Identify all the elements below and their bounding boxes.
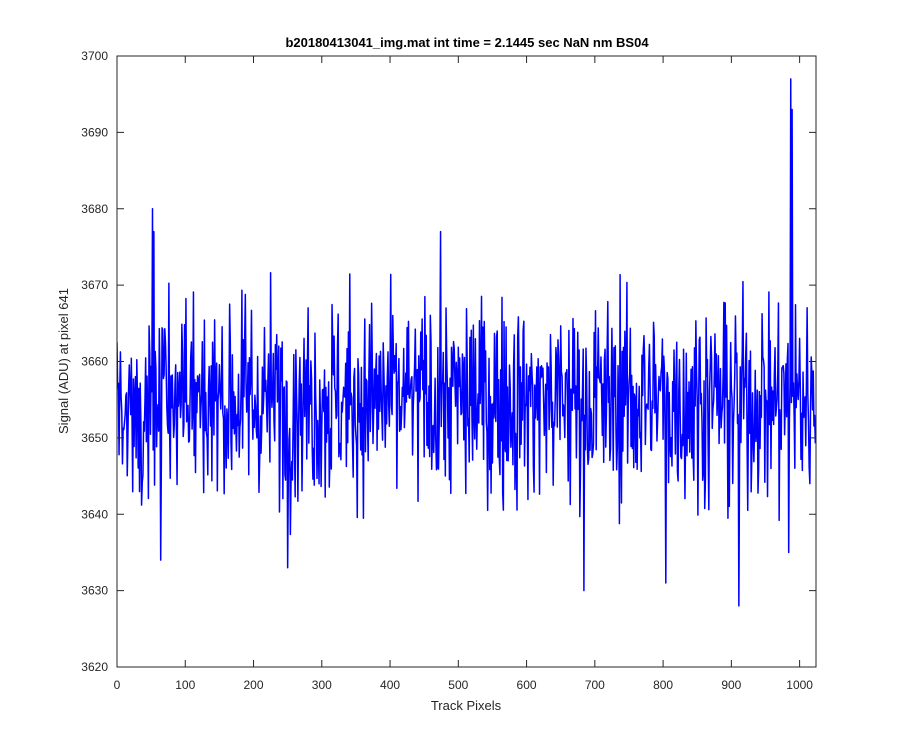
x-tick-label: 1000	[786, 678, 813, 692]
x-tick-label: 500	[448, 678, 468, 692]
series-layer	[117, 78, 816, 607]
y-axis: 3620 3630 3640 3650 3660 3670 3680 3690 3700	[81, 49, 816, 674]
y-tick-label: 3690	[81, 125, 108, 139]
y-tick-label: 3650	[81, 431, 108, 445]
x-axis: 0 100 200 300 400 500 600 700 800 900 1000	[114, 56, 813, 692]
y-axis-label: Signal (ADU) at pixel 641	[56, 288, 71, 434]
y-tick-label: 3640	[81, 507, 108, 521]
x-axis-label: Track Pixels	[431, 698, 502, 713]
x-tick-label: 900	[721, 678, 741, 692]
chart-title: b20180413041_img.mat int time = 2.1445 s…	[285, 35, 649, 50]
y-tick-label: 3660	[81, 355, 108, 369]
y-tick-label: 3680	[81, 202, 108, 216]
signal-series-line	[117, 78, 816, 607]
x-tick-label: 600	[517, 678, 537, 692]
x-tick-label: 200	[244, 678, 264, 692]
x-tick-label: 0	[114, 678, 121, 692]
x-tick-label: 400	[380, 678, 400, 692]
x-tick-label: 100	[175, 678, 195, 692]
y-tick-label: 3630	[81, 584, 108, 598]
y-tick-label: 3670	[81, 278, 108, 292]
y-tick-label: 3700	[81, 49, 108, 63]
x-tick-label: 300	[312, 678, 332, 692]
x-tick-label: 700	[585, 678, 605, 692]
y-tick-label: 3620	[81, 660, 108, 674]
x-tick-label: 800	[653, 678, 673, 692]
